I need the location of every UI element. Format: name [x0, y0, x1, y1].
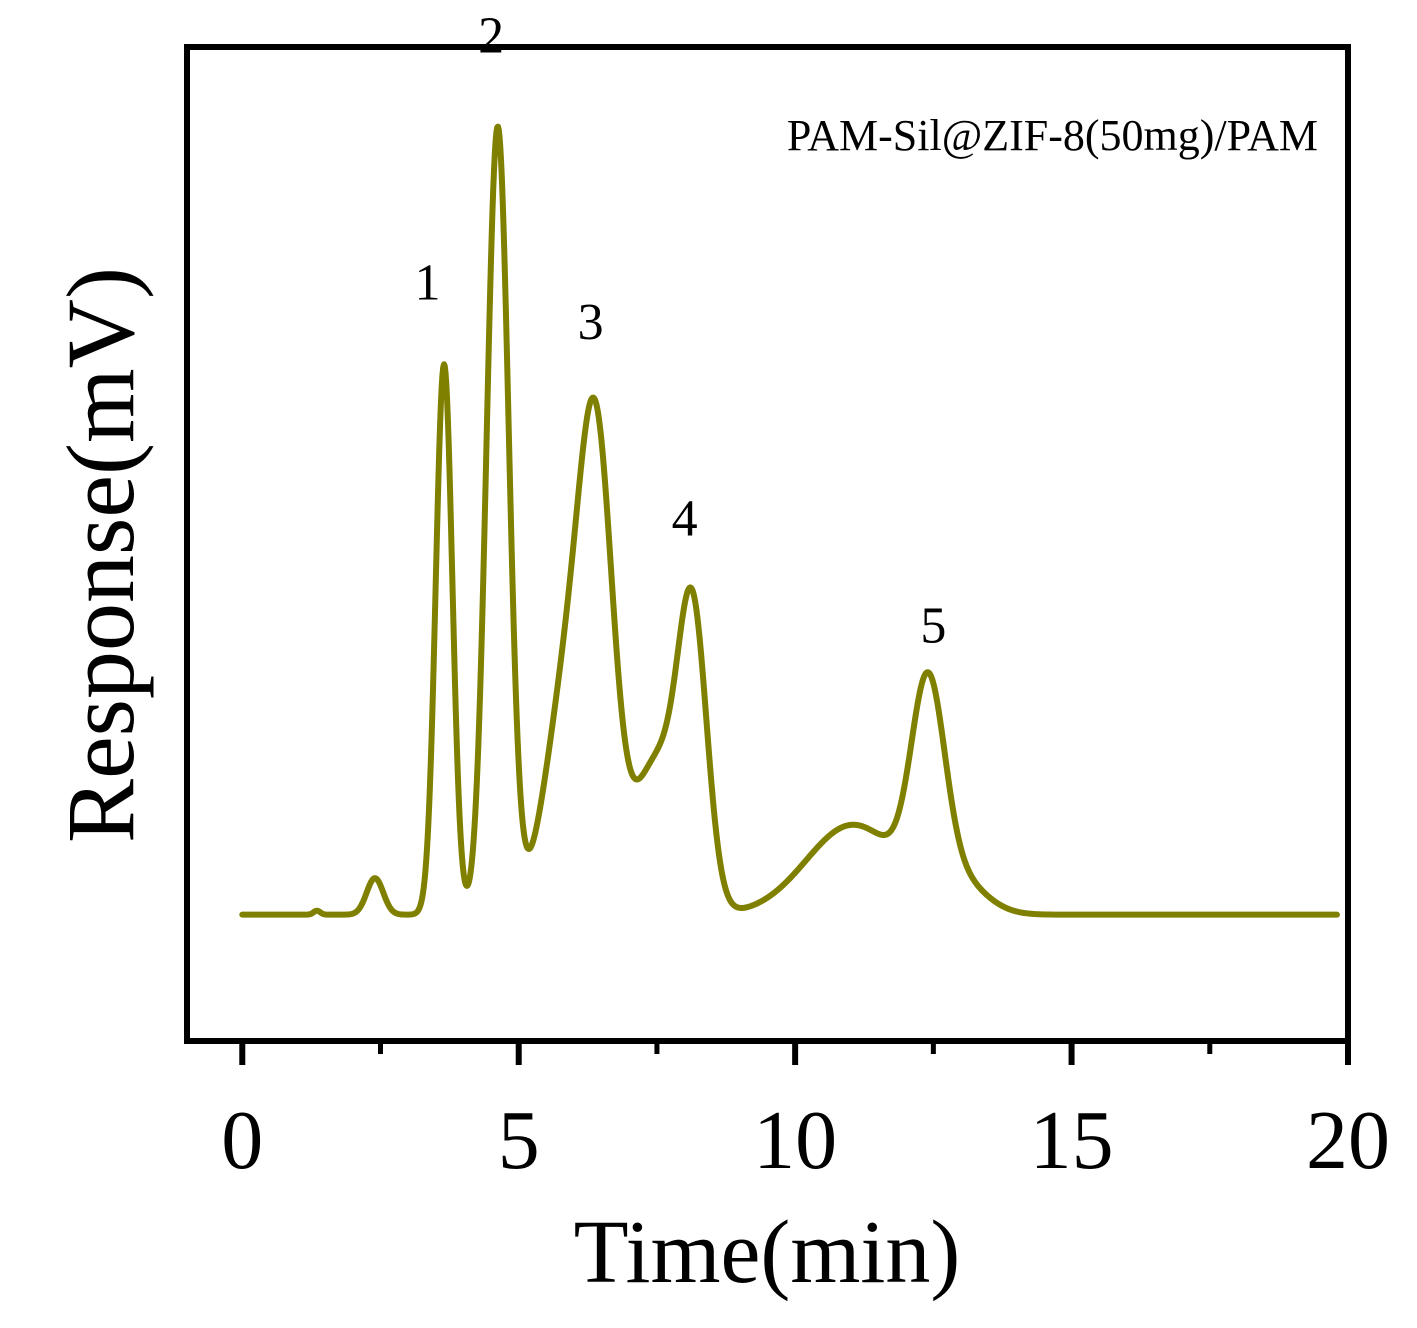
peak-label: 1: [414, 255, 440, 312]
x-axis-tick-labels: 0 5 10 15 20: [221, 1094, 1390, 1187]
x-tick-label: 15: [1030, 1094, 1114, 1187]
plot-frame: [184, 44, 1351, 1044]
x-tick-label: 5: [498, 1094, 540, 1187]
peak-label: 2: [478, 8, 504, 65]
x-tick-label: 0: [221, 1094, 263, 1187]
y-axis-label: Response(mV): [47, 267, 154, 843]
peak-labels: 1 2 3 4 5: [414, 8, 946, 655]
x-axis-label: Time(min): [574, 1203, 961, 1302]
x-axis-ticks: [239, 1041, 1351, 1065]
x-tick-label: 20: [1306, 1094, 1390, 1187]
x-tick-label: 10: [753, 1094, 837, 1187]
peak-label: 3: [578, 294, 604, 351]
peak-label: 4: [672, 491, 698, 548]
peak-label: 5: [920, 597, 946, 654]
chromatogram-line: [239, 123, 1340, 918]
series-annotation: PAM-Sil@ZIF-8(50mg)/PAM: [787, 111, 1318, 160]
